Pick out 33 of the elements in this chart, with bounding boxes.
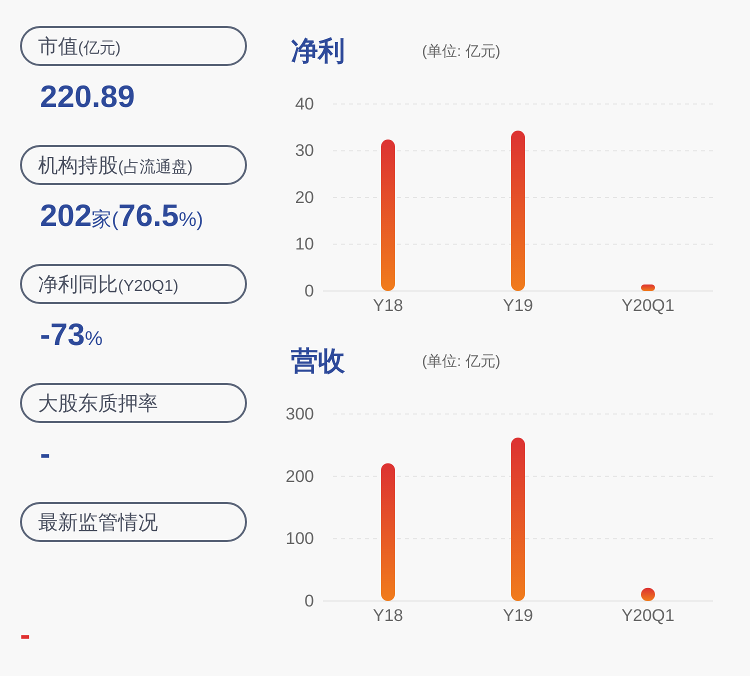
- chart-subtitle: (单位: 亿元): [422, 43, 500, 60]
- y-tick-label: 30: [295, 141, 314, 160]
- text: 机构持股(占流通盘): [38, 155, 193, 177]
- y-tick-label: 20: [295, 188, 314, 207]
- text: 净利同比(Y20Q1): [38, 274, 178, 296]
- bar: [381, 463, 395, 601]
- chart-title: 净利: [291, 36, 345, 66]
- y-tick-label: 200: [286, 466, 314, 486]
- text: 大股东质押率: [38, 393, 158, 415]
- text: 最新监管情况: [38, 512, 158, 534]
- chart-title: 营收: [290, 346, 346, 376]
- x-tick-label: Y18: [372, 606, 404, 626]
- y-tick-label: 300: [286, 404, 314, 424]
- bar: [381, 140, 395, 291]
- y-tick-label: 40: [295, 94, 314, 114]
- x-tick-label: Y18: [372, 296, 404, 316]
- text: -: [40, 436, 50, 471]
- text: -73%: [40, 317, 103, 352]
- bar: [511, 130, 525, 291]
- chart-subtitle: (单位: 亿元): [422, 353, 500, 370]
- x-tick-label: Y20Q1: [622, 606, 674, 626]
- y-tick-label: 0: [304, 281, 314, 300]
- y-tick-label: 100: [286, 529, 314, 548]
- y-tick-label: 0: [304, 591, 314, 610]
- y-tick-label: 10: [295, 234, 314, 254]
- text: 202家(76.5%): [40, 198, 204, 233]
- text: 市值(亿元): [38, 36, 121, 58]
- text: -: [20, 617, 30, 652]
- text: 220.89: [40, 79, 135, 114]
- x-tick-label: Y19: [502, 606, 534, 626]
- x-tick-label: Y19: [502, 296, 534, 316]
- x-tick-label: Y20Q1: [622, 296, 674, 316]
- bar: [511, 438, 525, 601]
